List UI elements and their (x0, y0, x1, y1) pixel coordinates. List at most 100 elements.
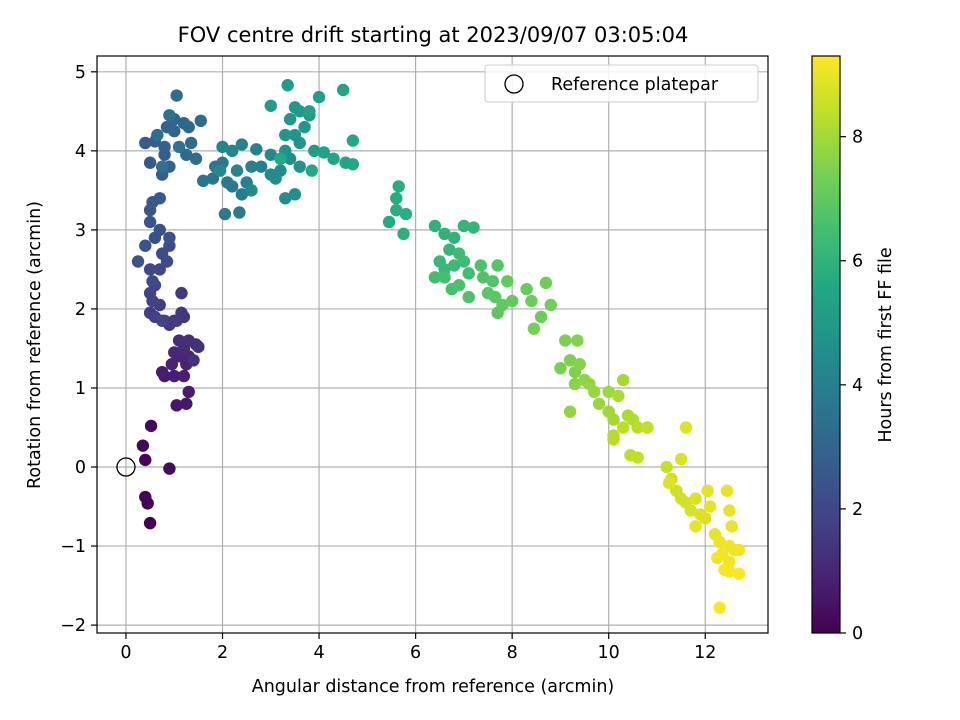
data-point (235, 188, 249, 201)
y-tick-label: 3 (75, 221, 86, 241)
data-point (139, 490, 152, 504)
data-point (254, 160, 268, 173)
data-point (155, 365, 169, 379)
data-points (131, 79, 746, 614)
data-point (192, 340, 205, 354)
data-point (168, 124, 181, 138)
data-point (443, 243, 456, 256)
data-point (462, 290, 475, 304)
x-tick-label: 10 (598, 643, 620, 663)
data-point (397, 227, 410, 241)
data-point (476, 271, 490, 284)
data-point (660, 460, 673, 474)
data-point (230, 164, 244, 177)
data-point (711, 551, 724, 565)
data-point (438, 227, 451, 241)
data-point (544, 298, 557, 312)
data-point (346, 158, 360, 171)
data-point (225, 180, 239, 193)
data-point (703, 500, 717, 513)
colorbar-tick-label: 8 (852, 128, 863, 148)
data-point (732, 543, 746, 557)
data-point (474, 259, 487, 272)
data-point (679, 421, 693, 434)
data-point (163, 231, 176, 244)
data-point (641, 421, 654, 434)
data-point (293, 105, 306, 118)
data-point (146, 275, 159, 288)
data-point (346, 134, 360, 147)
data-point (616, 421, 630, 434)
data-point (163, 109, 176, 122)
data-point (175, 286, 188, 300)
data-point (187, 354, 200, 367)
data-point (631, 421, 644, 434)
data-point (165, 358, 179, 371)
data-point (139, 239, 152, 252)
data-point (279, 128, 292, 142)
colorbar-tick-label: 4 (852, 376, 863, 396)
data-point (501, 275, 514, 288)
data-point (713, 601, 726, 614)
data-point (182, 120, 195, 134)
legend-open-circle-icon (504, 74, 524, 94)
data-point (139, 453, 152, 467)
data-point (486, 275, 500, 288)
data-point (689, 520, 702, 533)
data-point (283, 113, 297, 126)
data-point (143, 516, 157, 530)
colorbar-tick-label: 6 (852, 252, 863, 272)
data-point (571, 334, 584, 347)
data-point (293, 160, 306, 173)
data-point (172, 140, 186, 154)
data-point (170, 399, 183, 412)
data-point (298, 120, 311, 134)
data-point (235, 138, 249, 151)
data-point (189, 152, 203, 165)
data-point (245, 184, 258, 197)
data-point (563, 354, 577, 367)
data-point (139, 136, 152, 150)
data-point (496, 298, 509, 312)
data-point (250, 143, 263, 156)
data-point (725, 520, 738, 533)
data-point (170, 89, 183, 102)
x-tick-label: 12 (694, 643, 716, 663)
data-point (153, 223, 166, 237)
data-point (732, 567, 746, 580)
y-tick-label: −1 (60, 537, 86, 557)
data-point (559, 334, 572, 347)
colorbar-tick-label: 0 (852, 624, 863, 644)
y-axis-label: Rotation from reference (arcmin) (25, 201, 45, 489)
data-point (168, 369, 181, 383)
data-point (723, 504, 736, 517)
data-point (631, 451, 644, 464)
data-point (539, 276, 553, 290)
legend: Reference platepar (484, 64, 759, 103)
data-point (573, 358, 586, 371)
chart-title: FOV centre drift starting at 2023/09/07 … (178, 23, 689, 47)
data-point (452, 279, 466, 292)
y-tick-label: 2 (75, 300, 86, 320)
data-point (699, 512, 712, 525)
data-point (288, 128, 302, 142)
data-point (155, 247, 169, 260)
data-point (713, 535, 726, 549)
data-point (143, 156, 157, 169)
y-tick-label: −2 (60, 616, 86, 636)
data-point (563, 405, 577, 418)
data-point (489, 290, 502, 304)
data-point (612, 389, 625, 403)
data-point (136, 439, 150, 452)
data-point (491, 259, 504, 272)
data-point (143, 215, 157, 229)
data-point (616, 373, 630, 387)
colorbar-ticks: 0 2 4 6 8 (840, 128, 863, 644)
data-point (505, 294, 519, 308)
data-point (534, 310, 548, 324)
plot-frame (96, 55, 769, 634)
y-tick-label: 0 (75, 458, 86, 478)
data-point (448, 259, 461, 272)
